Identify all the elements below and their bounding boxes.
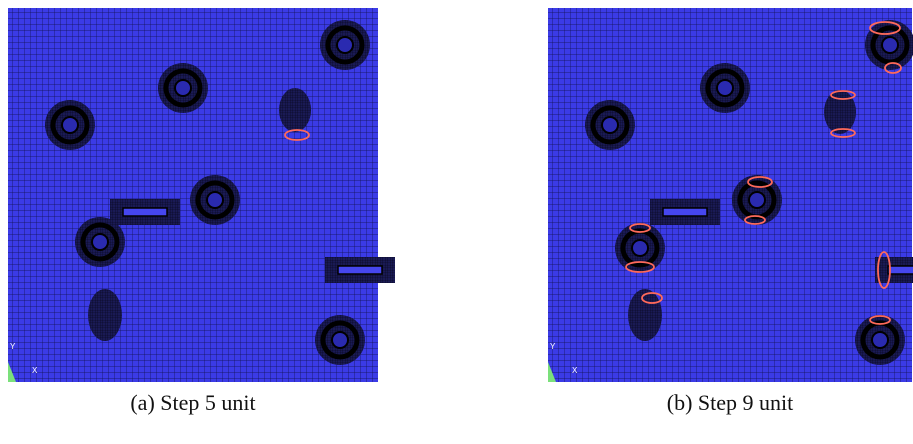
caption: (b) Step 9 unit bbox=[580, 390, 880, 416]
mesh-panel: Y X bbox=[8, 8, 395, 382]
mesh-panel: Y X bbox=[548, 8, 913, 382]
mesh-images: Y X Y X bbox=[0, 0, 913, 385]
figure: Y X Y X (a) Step 5 unit (b) Step 9 unit bbox=[0, 0, 913, 444]
axis-label: X bbox=[572, 366, 578, 375]
caption: (a) Step 5 unit bbox=[43, 390, 343, 416]
axis-label: X bbox=[32, 366, 38, 375]
axis-label: Y bbox=[550, 342, 556, 351]
axis-label: Y bbox=[10, 342, 16, 351]
